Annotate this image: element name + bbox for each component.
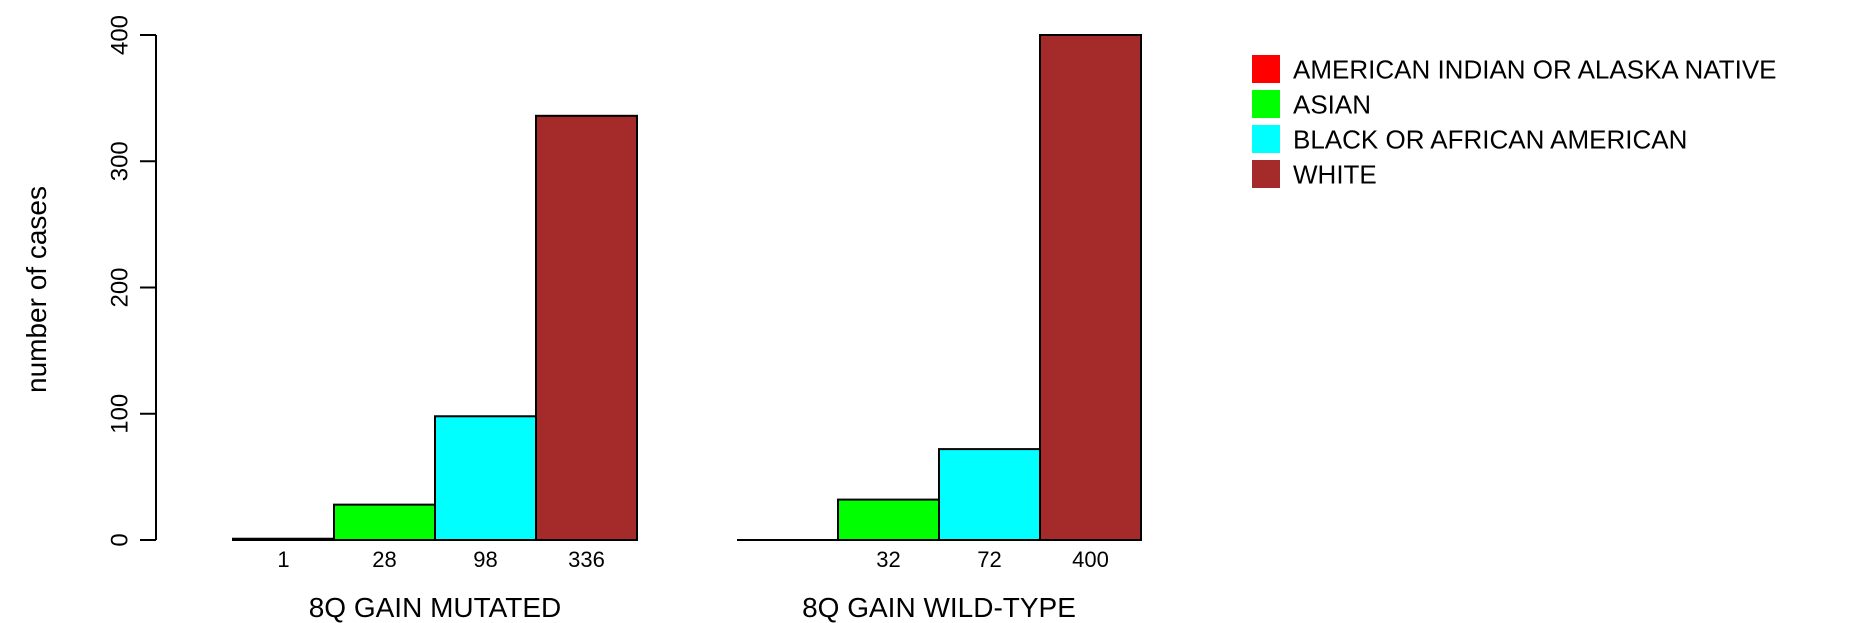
legend-swatch [1252,90,1280,118]
bar-value-label: 400 [1072,547,1109,572]
bar-value-label: 98 [473,547,497,572]
bar-value-label: 28 [372,547,396,572]
bar-value-label: 1 [277,547,289,572]
y-axis: 0 100 200 300 400 [106,15,157,547]
y-tick-label: 100 [106,394,133,434]
y-tick-label: 300 [106,141,133,181]
bar [1039,34,1142,541]
bar [938,448,1041,542]
bar [434,415,537,541]
group-labels: 8Q GAIN MUTATED 8Q GAIN WILD-TYPE [309,592,1076,623]
legend-label: AMERICAN INDIAN OR ALASKA NATIVE [1293,54,1777,84]
y-tick-label: 0 [106,533,133,546]
y-tick-label: 200 [106,267,133,307]
bar-value-label: 72 [977,547,1001,572]
legend: AMERICAN INDIAN OR ALASKA NATIVE ASIAN BLA… [1252,54,1777,189]
value-labels: 1 28 98 336 32 72 400 [277,547,1108,572]
group-label: 8Q GAIN MUTATED [309,592,562,623]
bars [232,34,1142,542]
bar [535,114,638,542]
y-axis-title: number of cases [21,186,52,393]
legend-swatch [1252,55,1280,83]
bar [232,537,335,541]
legend-label: BLACK OR AFRICAN AMERICAN [1293,124,1687,154]
bar [333,503,436,541]
legend-label: ASIAN [1293,89,1371,119]
group-label: 8Q GAIN WILD-TYPE [802,592,1076,623]
legend-swatch [1252,160,1280,188]
bar-value-label: 32 [876,547,900,572]
legend-swatch [1252,125,1280,153]
legend-label: WHITE [1293,159,1377,189]
bar [837,498,940,542]
bar-value-label: 336 [568,547,605,572]
y-tick-label: 400 [106,15,133,55]
